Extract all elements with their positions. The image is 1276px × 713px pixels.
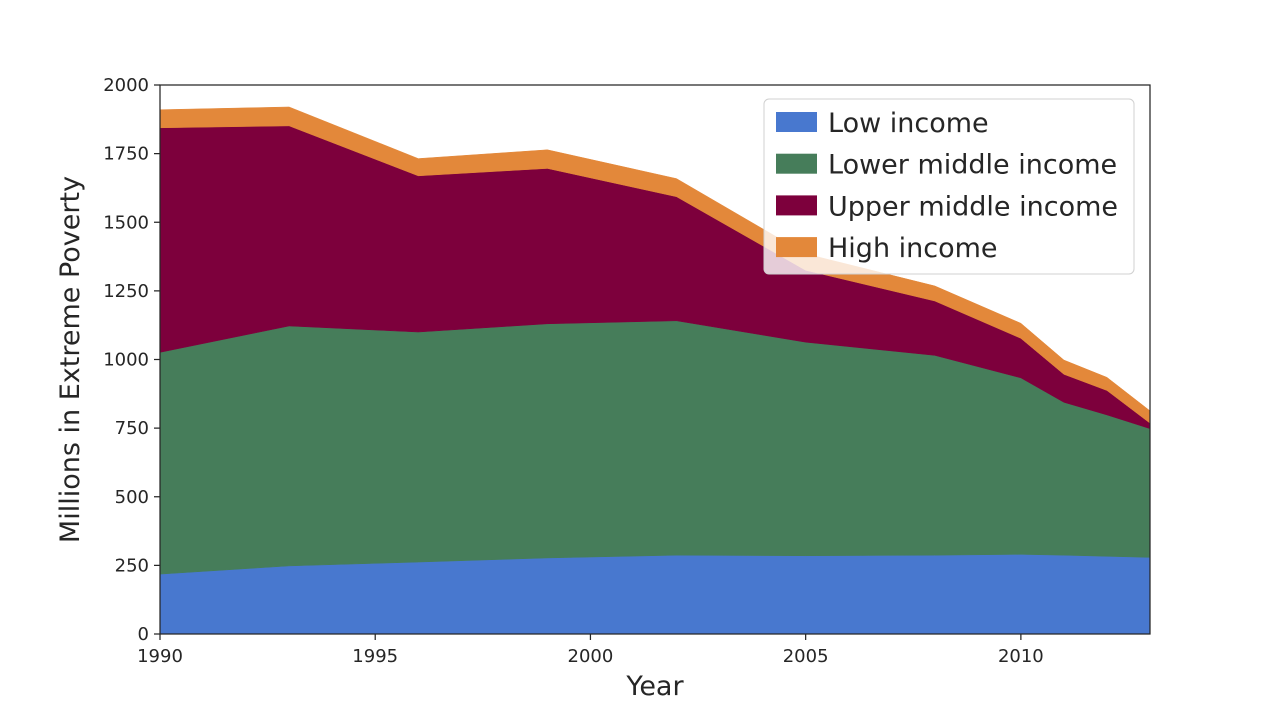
legend-frame (763, 98, 1135, 275)
y-tick-label: 750 (115, 418, 149, 439)
area-series-0 (159, 554, 1151, 635)
y-tick-label: 250 (115, 555, 149, 576)
legend-label: Low income (828, 108, 989, 139)
y-tick-label: 1000 (103, 350, 149, 371)
y-tick-label: 1250 (103, 281, 149, 302)
y-tick-label: 0 (138, 624, 149, 645)
x-tick-label: 1990 (137, 646, 183, 667)
legend-swatch (776, 237, 817, 258)
x-tick-label: 2005 (783, 646, 829, 667)
area-layers (159, 106, 1151, 635)
y-tick-label: 500 (115, 487, 149, 508)
x-tick-label: 2000 (568, 646, 614, 667)
y-tick-label: 1500 (103, 212, 149, 233)
legend-swatch (776, 195, 817, 216)
x-tick-label: 1995 (352, 646, 398, 667)
legend: Low income Lower middle income Upper middl… (763, 98, 1135, 275)
y-axis-label: Millions in Extreme Poverty (55, 176, 86, 543)
y-tick-label: 1750 (103, 144, 149, 165)
x-axis-label: Year (625, 671, 684, 702)
legend-swatch (776, 153, 817, 174)
x-tick-label: 2010 (998, 646, 1044, 667)
legend-label: Upper middle income (828, 191, 1118, 222)
legend-label: High income (828, 233, 998, 264)
y-tick-label: 2000 (103, 75, 149, 96)
x-axis: 1990 1995 2000 2005 2010 (137, 634, 1044, 667)
legend-swatch (776, 112, 817, 132)
y-axis: 0 250 500 750 1000 1250 1500 1750 2000 (103, 75, 160, 645)
legend-label: Lower middle income (828, 150, 1117, 181)
